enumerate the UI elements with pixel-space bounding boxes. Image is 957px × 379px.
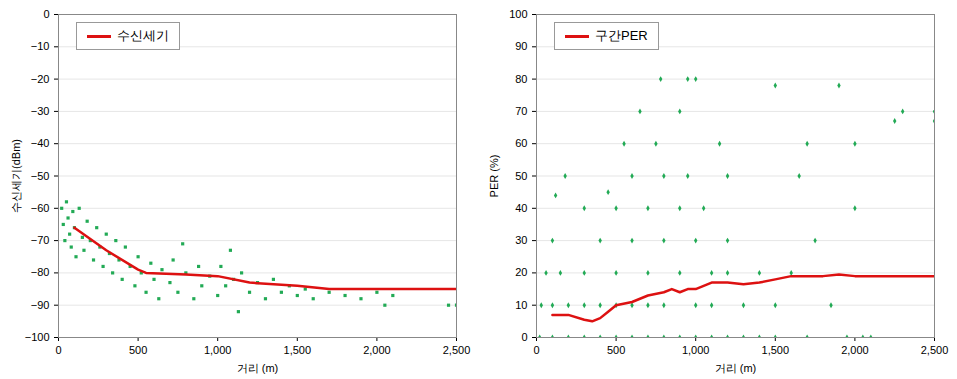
- svg-text:90: 90: [515, 40, 527, 52]
- svg-text:30: 30: [515, 234, 527, 246]
- svg-text:0: 0: [43, 8, 49, 20]
- svg-text:100: 100: [509, 8, 527, 20]
- svg-text:500: 500: [607, 344, 625, 356]
- svg-text:−80: −80: [31, 266, 50, 278]
- svg-text:50: 50: [515, 170, 527, 182]
- svg-text:1,000: 1,000: [682, 344, 710, 356]
- svg-text:거리 (m): 거리 (m): [715, 362, 757, 374]
- svg-text:1,500: 1,500: [284, 344, 312, 356]
- svg-text:1,000: 1,000: [204, 344, 232, 356]
- svg-text:2,000: 2,000: [841, 344, 869, 356]
- svg-text:−90: −90: [31, 299, 50, 311]
- svg-text:500: 500: [129, 344, 147, 356]
- svg-text:2,500: 2,500: [443, 344, 471, 356]
- svg-text:10: 10: [515, 299, 527, 311]
- svg-text:거리 (m): 거리 (m): [237, 362, 279, 374]
- svg-text:0: 0: [521, 331, 527, 343]
- html-text:구간PER: 구간PER: [595, 28, 648, 43]
- html-text:수신세기: 수신세기: [117, 28, 169, 43]
- svg-text:−50: −50: [31, 170, 50, 182]
- svg-text:−100: −100: [25, 331, 50, 343]
- svg-text:−60: −60: [31, 202, 50, 214]
- svg-text:−10: −10: [31, 40, 50, 52]
- svg-text:2,500: 2,500: [921, 344, 949, 356]
- svg-text:−40: −40: [31, 137, 50, 149]
- svg-text:60: 60: [515, 137, 527, 149]
- svg-text:0: 0: [55, 344, 61, 356]
- svg-text:20: 20: [515, 266, 527, 278]
- svg-text:70: 70: [515, 105, 527, 117]
- svg-text:40: 40: [515, 202, 527, 214]
- svg-text:0: 0: [533, 344, 539, 356]
- svg-text:2,000: 2,000: [363, 344, 391, 356]
- svg-text:−70: −70: [31, 234, 50, 246]
- svg-text:PER (%): PER (%): [488, 155, 500, 198]
- svg-text:80: 80: [515, 73, 527, 85]
- svg-text:−30: −30: [31, 105, 50, 117]
- svg-text:1,500: 1,500: [762, 344, 790, 356]
- svg-text:수신세기(dBm): 수신세기(dBm): [10, 139, 22, 213]
- svg-text:−20: −20: [31, 73, 50, 85]
